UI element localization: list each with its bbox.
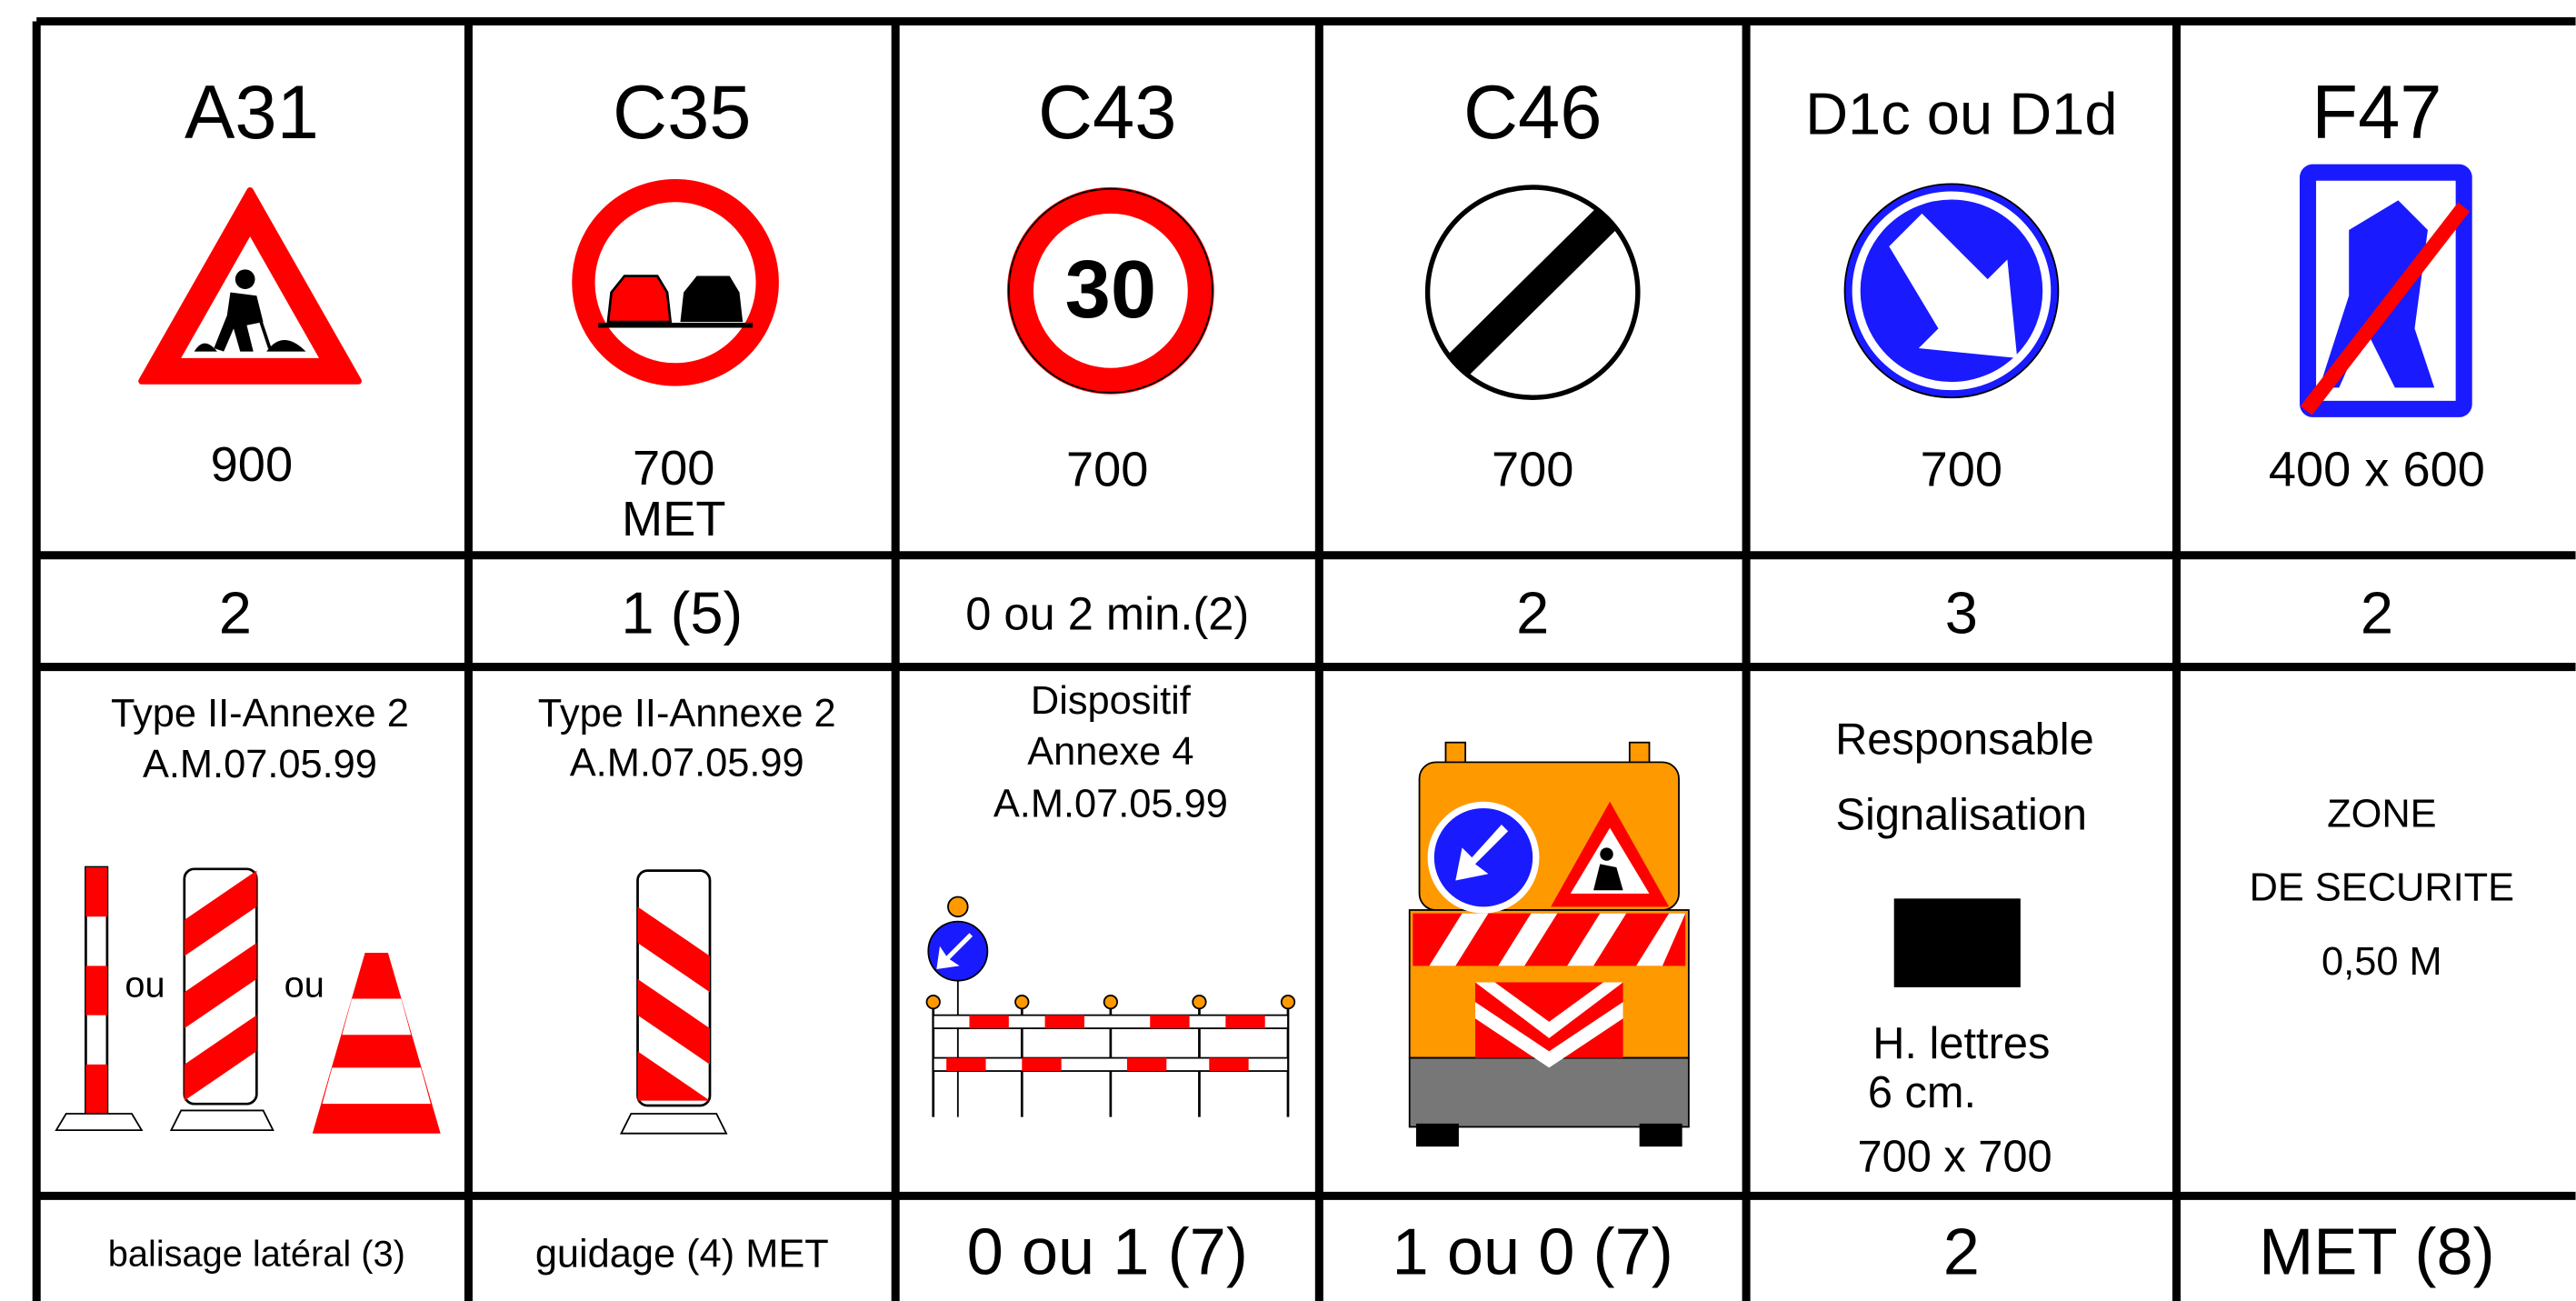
detail-text: Type II-Annexe 2 — [538, 692, 836, 736]
quantity: 2 — [2361, 580, 2393, 646]
sign-d1 — [1843, 183, 2060, 399]
sign-c35 — [572, 178, 779, 386]
rs-panel — [1893, 898, 2021, 987]
detail-text: A.M.07.05.99 — [143, 743, 377, 786]
grid — [32, 16, 2576, 1301]
detail-text: H. lettres — [1872, 1019, 2050, 1068]
sign-dimension: 400 x 600 — [2269, 443, 2485, 497]
sign-code: D1c ou D1d — [1805, 80, 2117, 146]
quantity: 2 — [1516, 580, 1549, 646]
detail-text: 6 cm. — [1868, 1068, 1976, 1117]
sign-code: F47 — [2311, 70, 2441, 155]
quantity: 1 (5) — [621, 580, 743, 646]
sign-dimension: 700 — [1492, 443, 1573, 497]
barrier — [925, 896, 1296, 1117]
sign-code: C43 — [1038, 70, 1176, 155]
footer: guidage (4) MET — [535, 1233, 829, 1276]
detail-text: 0,50 M — [2321, 940, 2442, 984]
truck — [1408, 741, 1690, 1147]
detail-text: Type II-Annexe 2 — [111, 692, 409, 736]
detail-text: 700 x 700 — [1857, 1133, 2052, 1182]
detail-text: DE SECURITE — [2250, 866, 2515, 910]
detail-text: ZONE — [2327, 792, 2436, 836]
detail-text: A.M.07.05.99 — [993, 783, 1228, 826]
detail-text: A.M.07.05.99 — [570, 741, 804, 785]
sign-dimension: MET — [622, 492, 725, 546]
sign-dimension: 700 — [1921, 443, 2002, 497]
sign-code: C35 — [613, 70, 751, 155]
quantity: 2 — [219, 580, 252, 646]
detail-text: Responsable — [1835, 716, 2094, 765]
sign-code: A31 — [185, 70, 319, 155]
quantity: 0 ou 2 min.(2) — [965, 588, 1249, 640]
footer: balisage latéral (3) — [108, 1235, 405, 1275]
detail-text: Annexe 4 — [1027, 730, 1193, 774]
sign-dimension: 700 — [633, 441, 714, 495]
guide-board — [619, 869, 728, 1135]
sign-a31 — [138, 186, 362, 385]
beacons — [55, 866, 441, 1134]
speed-value: 30 — [1065, 244, 1156, 335]
sign-f47 — [2300, 164, 2472, 417]
footer: 2 — [1943, 1216, 1980, 1288]
footer: 1 ou 0 (7) — [1393, 1216, 1673, 1288]
sign-code: C46 — [1463, 70, 1602, 155]
detail-text: Signalisation — [1836, 791, 2088, 840]
sign-c43 — [1007, 186, 1214, 395]
or-label: ou — [285, 965, 324, 1005]
or-label: ou — [125, 965, 165, 1005]
rs-text: RS — [1915, 906, 1997, 973]
footer: 0 ou 1 (7) — [967, 1216, 1248, 1288]
detail-text: Dispositif — [1031, 679, 1192, 723]
footer: MET (8) — [2259, 1216, 2495, 1288]
quantity: 3 — [1945, 580, 1978, 646]
sign-c46 — [1424, 185, 1641, 400]
sign-dimension: 700 — [1066, 443, 1148, 497]
sign-dimension: 900 — [211, 437, 293, 492]
